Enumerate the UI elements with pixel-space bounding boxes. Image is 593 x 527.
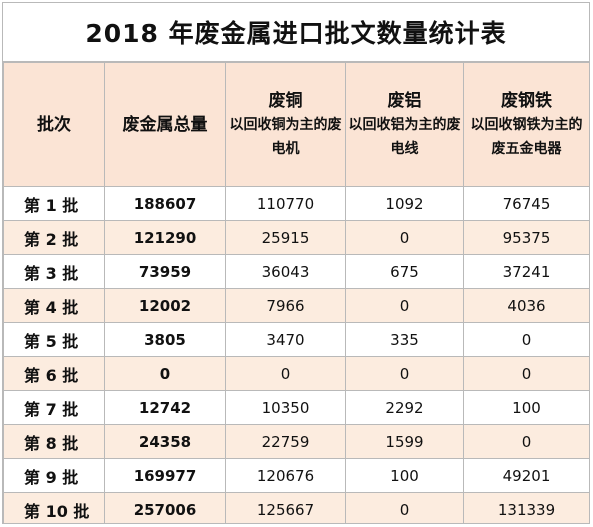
cell-copper: 120676 bbox=[225, 458, 346, 493]
header-steel-sub: 以回收钢铁为主的废五金电器 bbox=[470, 116, 583, 157]
cell-copper: 22759 bbox=[225, 424, 346, 459]
table-row: 第 6 批 0 0 0 0 bbox=[3, 356, 589, 391]
cell-total: 12002 bbox=[104, 288, 226, 323]
cell-total: 12742 bbox=[104, 390, 226, 425]
cell-batch: 第 6 批 bbox=[3, 356, 105, 391]
cell-aluminum: 0 bbox=[345, 356, 464, 391]
cell-steel: 0 bbox=[463, 424, 589, 459]
cell-steel: 95375 bbox=[463, 220, 589, 255]
header-aluminum-sub: 以回收铝为主的废电线 bbox=[348, 116, 461, 157]
cell-copper: 25915 bbox=[225, 220, 346, 255]
header-batch-label: 批次 bbox=[37, 114, 71, 135]
cell-steel: 4036 bbox=[463, 288, 589, 323]
cell-steel: 49201 bbox=[463, 458, 589, 493]
cell-steel: 0 bbox=[463, 356, 589, 391]
cell-aluminum: 100 bbox=[345, 458, 464, 493]
cell-aluminum: 335 bbox=[345, 322, 464, 357]
cell-copper: 36043 bbox=[225, 254, 346, 289]
cell-batch: 第 8 批 bbox=[3, 424, 105, 459]
table-row: 第 2 批 121290 25915 0 95375 bbox=[3, 220, 589, 255]
header-batch: 批次 bbox=[3, 62, 105, 187]
cell-steel: 37241 bbox=[463, 254, 589, 289]
header-steel: 废钢铁 以回收钢铁为主的废五金电器 bbox=[463, 62, 589, 187]
cell-batch: 第 1 批 bbox=[3, 186, 105, 221]
header-copper: 废铜 以回收铜为主的废电机 bbox=[225, 62, 346, 187]
cell-aluminum: 0 bbox=[345, 220, 464, 255]
cell-total: 188607 bbox=[104, 186, 226, 221]
table-row: 第 10 批 257006 125667 0 131339 bbox=[3, 492, 589, 523]
header-total-label: 废金属总量 bbox=[122, 114, 208, 135]
cell-steel: 131339 bbox=[463, 492, 589, 523]
cell-total: 0 bbox=[104, 356, 226, 391]
table-row: 第 9 批 169977 120676 100 49201 bbox=[3, 458, 589, 493]
cell-batch: 第 5 批 bbox=[3, 322, 105, 357]
table-row: 第 4 批 12002 7966 0 4036 bbox=[3, 288, 589, 323]
header-copper-sub: 以回收铜为主的废电机 bbox=[229, 116, 342, 157]
cell-batch: 第 4 批 bbox=[3, 288, 105, 323]
table-row: 第 5 批 3805 3470 335 0 bbox=[3, 322, 589, 357]
table-row: 第 1 批 188607 110770 1092 76745 bbox=[3, 186, 589, 221]
cell-total: 3805 bbox=[104, 322, 226, 357]
table-title: 2018 年废金属进口批文数量统计表 bbox=[3, 3, 589, 62]
cell-copper: 125667 bbox=[225, 492, 346, 523]
cell-steel: 0 bbox=[463, 322, 589, 357]
header-steel-main: 废钢铁 bbox=[501, 90, 552, 111]
cell-aluminum: 2292 bbox=[345, 390, 464, 425]
table-row: 第 7 批 12742 10350 2292 100 bbox=[3, 390, 589, 425]
header-aluminum: 废铝 以回收铝为主的废电线 bbox=[345, 62, 464, 187]
cell-aluminum: 0 bbox=[345, 492, 464, 523]
table-row: 第 8 批 24358 22759 1599 0 bbox=[3, 424, 589, 459]
cell-batch: 第 7 批 bbox=[3, 390, 105, 425]
cell-batch: 第 3 批 bbox=[3, 254, 105, 289]
table-body: 第 1 批 188607 110770 1092 76745 第 2 批 121… bbox=[3, 186, 589, 523]
table-row: 第 3 批 73959 36043 675 37241 bbox=[3, 254, 589, 289]
cell-total: 121290 bbox=[104, 220, 226, 255]
stats-table: 批次 废金属总量 废铜 以回收铜为主的废电机 废铝 以回收铝为主的废电线 废钢铁… bbox=[3, 62, 589, 523]
header-row: 批次 废金属总量 废铜 以回收铜为主的废电机 废铝 以回收铝为主的废电线 废钢铁… bbox=[3, 62, 589, 187]
cell-copper: 10350 bbox=[225, 390, 346, 425]
cell-total: 73959 bbox=[104, 254, 226, 289]
cell-batch: 第 2 批 bbox=[3, 220, 105, 255]
cell-aluminum: 0 bbox=[345, 288, 464, 323]
cell-total: 24358 bbox=[104, 424, 226, 459]
cell-batch: 第 9 批 bbox=[3, 458, 105, 493]
cell-aluminum: 1599 bbox=[345, 424, 464, 459]
cell-copper: 3470 bbox=[225, 322, 346, 357]
cell-batch: 第 10 批 bbox=[3, 492, 105, 523]
cell-copper: 7966 bbox=[225, 288, 346, 323]
header-aluminum-main: 废铝 bbox=[387, 90, 422, 111]
cell-steel: 100 bbox=[463, 390, 589, 425]
cell-aluminum: 1092 bbox=[345, 186, 464, 221]
header-total: 废金属总量 bbox=[104, 62, 226, 187]
cell-copper: 0 bbox=[225, 356, 346, 391]
cell-aluminum: 675 bbox=[345, 254, 464, 289]
cell-total: 169977 bbox=[104, 458, 226, 493]
cell-copper: 110770 bbox=[225, 186, 346, 221]
header-copper-main: 废铜 bbox=[268, 90, 303, 111]
cell-total: 257006 bbox=[104, 492, 226, 523]
cell-steel: 76745 bbox=[463, 186, 589, 221]
